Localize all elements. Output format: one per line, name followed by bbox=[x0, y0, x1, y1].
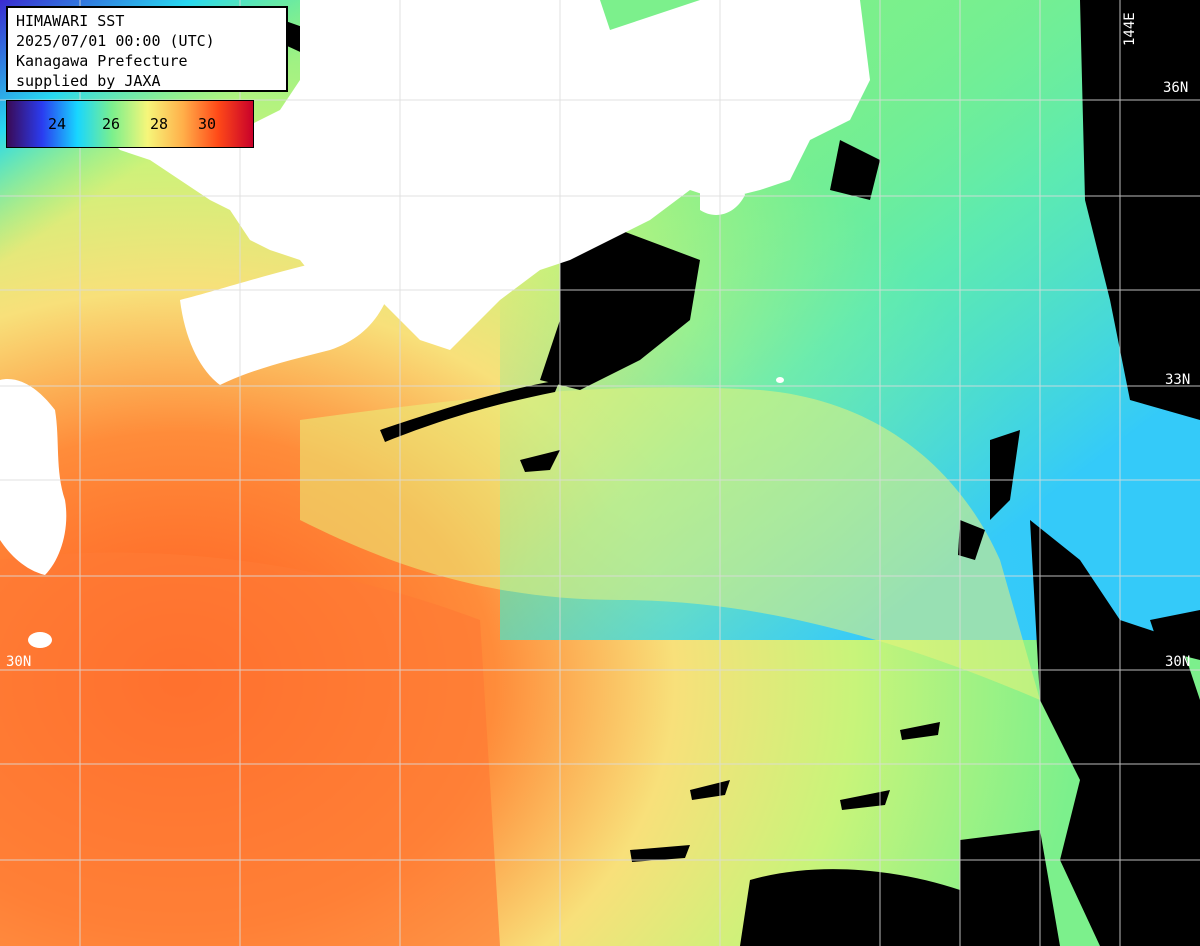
scale-label-30: 30 bbox=[197, 115, 217, 133]
scale-label-24: 24 bbox=[47, 115, 67, 133]
lon-label-144e: 144E bbox=[1122, 12, 1138, 46]
cloud-mask bbox=[250, 0, 1200, 946]
region-name: Kanagawa Prefecture bbox=[16, 52, 188, 70]
product-title: HIMAWARI SST bbox=[16, 12, 125, 30]
credit-text: supplied by JAXA bbox=[16, 72, 161, 90]
timestamp: 2025/07/01 00:00 (UTC) bbox=[16, 32, 215, 50]
lat-label-30n-left: 30N bbox=[6, 654, 32, 670]
ocean-warm-south bbox=[0, 552, 500, 946]
lon-label-138e: 138E bbox=[482, 12, 498, 46]
land-mask bbox=[0, 0, 870, 648]
color-scale: 24 26 28 30 bbox=[6, 100, 254, 148]
scale-label-26: 26 bbox=[101, 115, 121, 133]
ocean-kuroshio-belt bbox=[300, 387, 1040, 700]
lat-label-36n: 36N bbox=[1163, 80, 1189, 96]
lat-label-33n: 33N bbox=[1165, 372, 1191, 388]
scale-label-28: 28 bbox=[149, 115, 169, 133]
info-box: HIMAWARI SST 2025/07/01 00:00 (UTC) Kana… bbox=[6, 6, 288, 92]
lat-label-30n-right: 30N bbox=[1165, 654, 1191, 670]
